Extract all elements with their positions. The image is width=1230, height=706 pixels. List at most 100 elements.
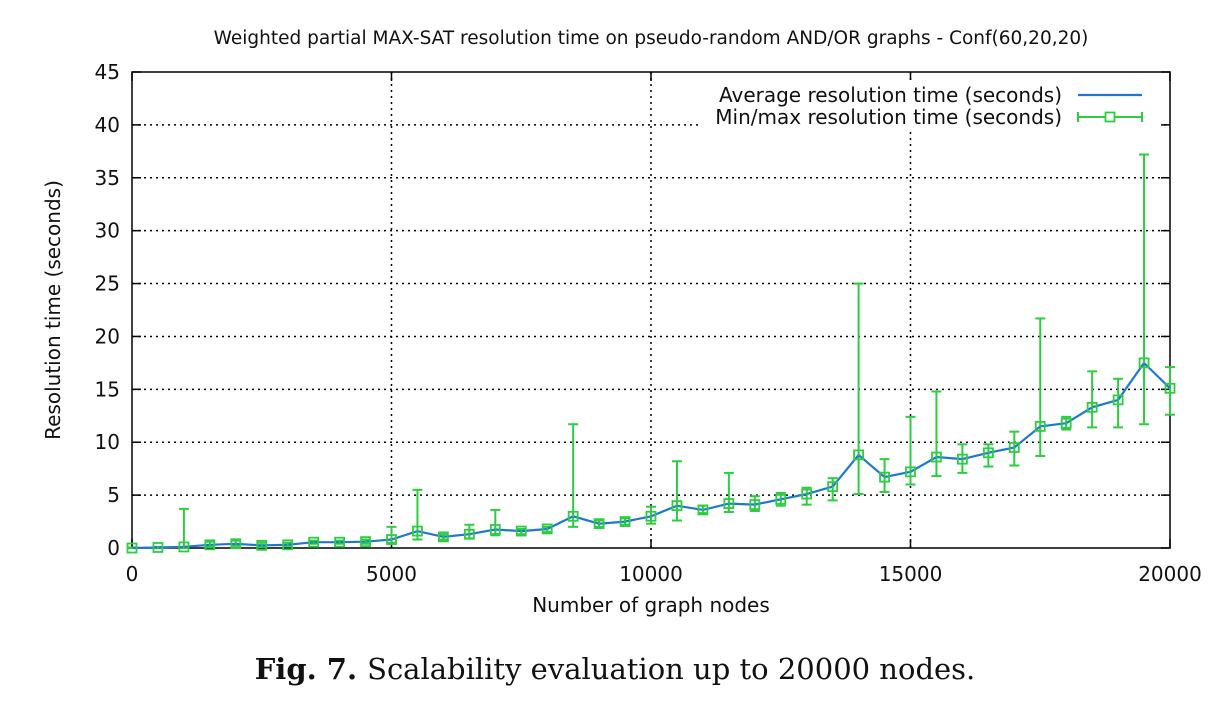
data-point-center <box>260 544 263 547</box>
y-tick-label: 45 <box>95 60 120 84</box>
data-point-center <box>1091 406 1094 409</box>
y-tick-label: 5 <box>107 483 120 507</box>
data-point-center <box>909 470 912 473</box>
data-point <box>463 528 475 540</box>
data-point-center <box>624 520 627 523</box>
data-point <box>671 500 683 512</box>
data-point-center <box>572 515 575 518</box>
y-axis-label: Resolution time (seconds) <box>41 180 65 440</box>
data-point-center <box>987 451 990 454</box>
grid <box>132 72 1170 548</box>
data-point-center <box>234 542 237 545</box>
data-point-center <box>182 545 185 548</box>
x-tick-label: 0 <box>126 562 139 586</box>
data-point <box>178 541 190 553</box>
data-point-center <box>546 527 549 530</box>
y-tick-label: 10 <box>95 430 120 454</box>
data-point <box>593 518 605 530</box>
data-point-center <box>1169 387 1171 390</box>
data-point-center <box>468 533 471 536</box>
data-point <box>282 539 294 551</box>
x-tick-label: 10000 <box>619 562 683 586</box>
data-point <box>230 538 242 550</box>
axis-tick-labels: 0 5 10 15 20 25 30 35 40 45 0 5000 10000 15000 20000 <box>95 60 1202 586</box>
data-point <box>619 516 631 527</box>
data-point <box>541 523 553 535</box>
data-point-center <box>935 456 938 459</box>
y-tick-label: 20 <box>95 324 120 348</box>
x-tick-label: 20000 <box>1138 562 1202 586</box>
data-point <box>1112 394 1124 406</box>
data-point-center <box>312 541 315 544</box>
caption-label: Fig. 7. <box>254 652 358 686</box>
data-point-center <box>131 547 133 549</box>
data-point-center <box>857 453 860 456</box>
y-tick-label: 25 <box>95 272 120 296</box>
data-point-center <box>338 541 341 544</box>
data-point <box>1008 442 1020 453</box>
data-point-center <box>831 485 834 488</box>
data-point <box>256 539 268 551</box>
data-point <box>879 471 890 483</box>
data-point <box>905 466 916 478</box>
chart: 0 5 10 15 20 25 30 35 40 45 0 5000 10000 15000 20000 A… <box>41 28 1202 617</box>
caption-text: Scalability evaluation up to 20000 nodes… <box>367 652 976 686</box>
data-point <box>412 525 423 537</box>
data-point-center <box>883 476 886 479</box>
data-point-center <box>208 543 211 546</box>
data-point-center <box>1117 398 1120 401</box>
data-point <box>437 531 449 543</box>
data-point <box>775 493 787 505</box>
plot-frame <box>131 71 1171 549</box>
legend-swatch-minmax <box>1077 111 1143 123</box>
data-point-center <box>520 530 523 533</box>
data-point <box>152 542 164 553</box>
data-point-center <box>701 508 704 511</box>
minmax-series-markers <box>126 357 1176 554</box>
data-point-center <box>1039 425 1042 428</box>
data-point-center <box>1065 422 1068 425</box>
data-point-center <box>156 546 159 549</box>
data-point-center <box>675 504 678 507</box>
y-tick-label: 40 <box>95 113 120 137</box>
legend-label-minmax: Min/max resolution time (seconds) <box>715 105 1062 129</box>
y-tick-label: 0 <box>107 536 120 560</box>
y-tick-label: 15 <box>95 377 120 401</box>
axis-ticks <box>131 71 1171 549</box>
legend-minmax-marker <box>1104 111 1116 123</box>
data-point-center <box>753 503 756 506</box>
data-point <box>567 510 579 522</box>
data-point <box>204 539 216 551</box>
data-point-center <box>650 515 652 518</box>
data-point <box>723 498 735 509</box>
data-point <box>749 499 761 511</box>
data-point <box>1060 417 1072 429</box>
data-point <box>360 536 371 548</box>
data-point-center <box>961 458 964 461</box>
chart-title: Weighted partial MAX-SAT resolution time… <box>214 28 1089 49</box>
data-point <box>1086 401 1098 413</box>
data-point <box>957 453 968 465</box>
y-tick-label: 35 <box>95 166 120 190</box>
x-tick-label: 5000 <box>366 562 417 586</box>
data-point-center <box>364 540 367 543</box>
data-point-center <box>442 535 445 538</box>
data-point <box>801 488 813 500</box>
data-point-center <box>1143 361 1146 364</box>
y-tick-label: 30 <box>95 219 120 243</box>
data-point <box>1034 420 1046 432</box>
data-point <box>982 447 994 459</box>
data-point <box>308 536 320 548</box>
data-point <box>386 534 397 545</box>
data-point <box>1164 382 1176 394</box>
legend-label-average: Average resolution time (seconds) <box>719 83 1062 107</box>
data-point-center <box>779 498 782 501</box>
data-point <box>489 524 501 535</box>
data-point <box>931 451 942 463</box>
data-point-center <box>494 528 497 531</box>
data-point-center <box>390 538 393 541</box>
data-point-center <box>805 493 808 496</box>
data-point-center <box>598 522 601 525</box>
x-tick-label: 15000 <box>879 562 943 586</box>
error-bars <box>127 153 1175 549</box>
